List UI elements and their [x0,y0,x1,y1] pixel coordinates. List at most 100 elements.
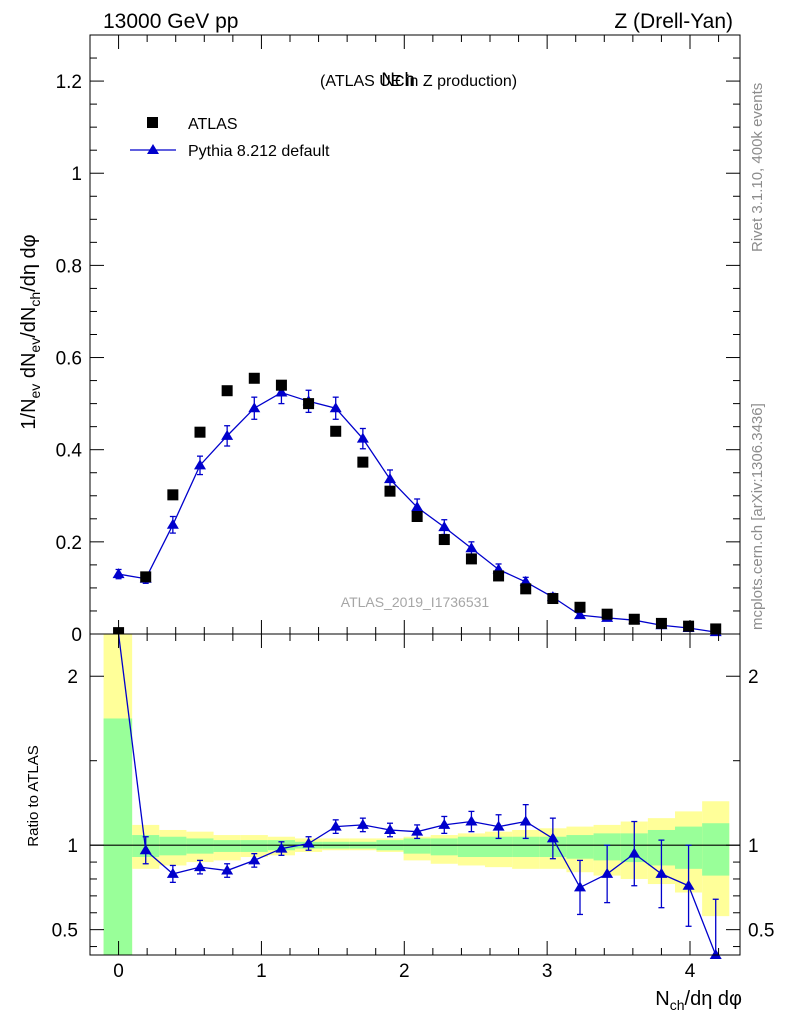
energy-label: 13000 GeV pp [103,10,238,33]
ratio-point [709,949,722,959]
main-y-axis-title: 1/Nev dNev/dNch/dη dφ [18,234,43,429]
ratio-point [519,815,532,826]
atlas-point [520,583,532,595]
main-y-tick-label: 1.2 [56,72,82,93]
main-y-tick-label: 1 [71,164,82,185]
ratio-y-tick-label: 1 [67,836,78,857]
legend-atlas-label: ATLAS [188,116,238,133]
pythia-point [411,501,424,512]
pythia-point [275,386,288,397]
atlas-point [547,593,559,605]
atlas-point [710,623,722,635]
ratio-point [275,842,288,853]
ratio-point [166,867,179,878]
legend-pythia-label: Pythia 8.212 default [188,143,330,160]
ratio-green-band [186,838,214,854]
main-y-tick-label: 0.4 [56,441,83,462]
x-tick-label: 4 [685,961,696,982]
svg-text:Nch/dη dφ: Nch/dη dφ [655,988,742,1013]
atlas-point [167,489,179,501]
ratio-panel: 0.5 0.5 1 1 2 2 0 1 2 3 4 Ratio to ATLAS Nch/dη dφ [25,633,774,1013]
ratio-point [384,823,396,834]
ratio-green-band [702,823,730,876]
x-axis-title: Nch/dη dφ [655,988,742,1013]
atlas-point [140,571,152,583]
plot-title: Nch [381,70,415,91]
atlas-point [357,456,369,468]
atlas-point [384,485,396,497]
ratio-point [601,867,614,878]
ratio-point [356,818,369,829]
atlas-point [438,534,450,546]
ratio-green-band [240,840,268,852]
atlas-point [411,511,423,523]
atlas-point [221,385,233,397]
ratio-point [302,837,315,848]
ratio-green-band [159,836,187,856]
ratio-point [139,844,152,855]
main-y-tick-label: 0.8 [56,256,82,277]
pythia-point [384,473,396,484]
ratio-green-band [485,836,513,858]
atlas-point [574,601,586,613]
ratio-point [329,820,342,831]
ratio-y-tick-label-right: 1 [748,836,759,857]
ratio-green-band [213,840,241,852]
main-y-tick-label: 0.6 [56,349,82,370]
ratio-green-band [566,835,594,859]
atlas-point [628,613,640,625]
analysis-label: ATLAS_2019_I1736531 [341,594,490,610]
legend: ATLAS Pythia 8.212 default [130,116,330,160]
pythia-point [221,429,234,440]
mcplots-label: mcplots.cern.ch [arXiv:1306.3436] [749,403,766,630]
ratio-point [465,815,478,826]
ratio-green-band [430,838,458,856]
atlas-point [303,398,315,410]
atlas-point [275,379,287,391]
main-y-tick-label: 0.2 [56,533,82,554]
atlas-point [683,620,695,632]
atlas-point [465,553,477,565]
ratio-green-band [103,718,133,955]
pythia-point [194,459,206,470]
pythia-point [356,432,369,443]
ratio-point [546,832,559,843]
ratio-y-tick-label: 2 [67,667,78,688]
ratio-green-band [512,836,540,858]
ratio-point [574,881,586,892]
x-tick-label: 0 [113,961,124,982]
ratio-frame [89,633,741,956]
svg-text:1/Nev dNev/dNch/dη dφ: 1/Nev dNev/dNch/dη dφ [18,234,43,429]
ratio-point [655,867,668,878]
ratio-y-tick-label: 0.5 [52,921,78,942]
ratio-point [682,879,695,890]
ratio-y-tick-label-right: 0.5 [748,921,774,942]
pythia-point [329,402,342,413]
pythia-point [438,521,451,532]
plot-subtitle: (ATLAS UE in Z production) [320,73,517,90]
atlas-point [194,426,206,438]
pythia-point [166,518,179,529]
pythia-point [248,402,261,413]
ratio-green-band [403,838,431,854]
atlas-point [601,608,613,620]
x-tick-label: 2 [399,961,410,982]
ratio-point [194,861,206,872]
ratio-point [438,818,451,829]
rivet-label: Rivet 3.1.10, 400k events [749,83,766,252]
main-y-tick-label: 0 [71,625,82,646]
x-tick-label: 1 [256,961,267,982]
legend-pythia-marker [147,144,159,154]
ratio-y-axis-title: Ratio to ATLAS [25,745,42,846]
ratio-point [411,825,424,836]
atlas-point [655,617,667,629]
x-tick-label: 3 [542,961,553,982]
ratio-point [628,847,641,858]
pythia-point [465,542,478,553]
atlas-point [493,570,505,582]
ratio-point [248,854,261,865]
main-panel: 0 0.2 0.4 0.6 0.8 1 1.2 Nch (ATLAS UE in Z pro… [18,34,741,646]
ratio-pythia-line [117,633,717,956]
pythia-point [112,568,125,579]
legend-atlas-marker [147,117,158,128]
